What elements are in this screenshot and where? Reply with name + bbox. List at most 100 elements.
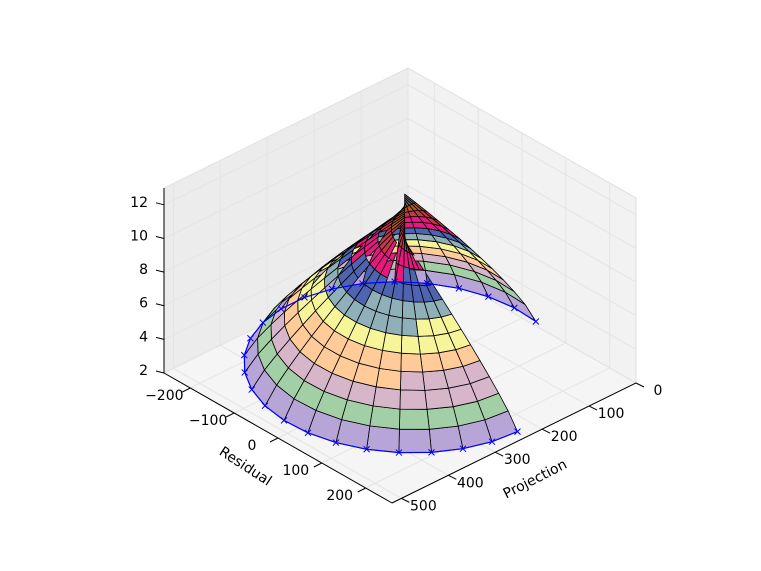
y-tick-label: 0 <box>248 438 257 454</box>
x-tick-mark <box>448 474 457 480</box>
marker-stroke <box>301 294 308 301</box>
z-tick-mark <box>155 370 165 374</box>
grid-line-z <box>163 151 637 283</box>
boundary-marker <box>259 319 267 326</box>
marker-stroke <box>511 304 518 312</box>
boundary-marker <box>261 402 269 410</box>
x-tick-label: 300 <box>504 452 531 468</box>
boundary-marker <box>363 445 370 453</box>
z-tick-mark <box>155 202 165 206</box>
x-tick-label: 400 <box>457 475 484 491</box>
x-tick-label: 200 <box>551 429 578 445</box>
tick-labels: 0 100 200 300 400 500 −200 −100 0 100 200 2 4 6 8 10 12 <box>130 195 662 515</box>
boundary-marker <box>241 369 249 376</box>
marker-stroke <box>423 279 431 287</box>
boundary-marker <box>391 278 398 286</box>
y-tick-mark <box>269 437 279 443</box>
y-axis-label: Residual <box>216 444 274 490</box>
boundary-marker <box>459 445 467 453</box>
marker-stroke <box>391 278 398 286</box>
surface-facet <box>398 428 432 454</box>
y-tick-mark <box>313 462 323 468</box>
boundary-marker <box>423 279 431 287</box>
surface-facet <box>400 334 421 355</box>
marker-stroke <box>240 351 248 359</box>
boundary-marker <box>247 334 254 342</box>
marker-stroke <box>532 318 540 325</box>
surface-facet <box>424 387 454 410</box>
surface-facet <box>369 405 401 430</box>
grid-line-z <box>163 185 637 317</box>
surface-facet <box>378 349 402 372</box>
surface-facet <box>399 370 426 391</box>
boundary-marker <box>532 318 540 325</box>
z-tick-mark <box>155 235 165 239</box>
x-tick-mark <box>495 451 504 457</box>
marker-stroke <box>455 284 463 292</box>
y-tick-mark <box>357 487 366 493</box>
x-tick-mark <box>401 497 410 503</box>
boundary-curve <box>240 278 540 456</box>
surface-facet <box>426 406 459 430</box>
marker-stroke <box>363 445 370 453</box>
grid-line-z <box>163 84 637 216</box>
marker-stroke <box>488 438 496 446</box>
marker-stroke <box>359 280 366 287</box>
marker-stroke <box>459 445 467 453</box>
y-tick-mark <box>182 387 191 393</box>
surface-facet <box>400 352 424 373</box>
z-tick-label: 4 <box>139 329 148 345</box>
boundary-marker <box>277 305 285 313</box>
marker-stroke <box>514 428 521 435</box>
boundary-marker <box>332 439 340 446</box>
boundary-marker <box>514 428 521 435</box>
marker-stroke <box>395 449 403 456</box>
boundary-marker <box>455 284 463 292</box>
surface-facet <box>399 389 428 410</box>
marker-stroke <box>484 293 492 301</box>
x-tick-mark <box>635 382 645 388</box>
marker-stroke <box>428 449 435 456</box>
marker-stroke <box>241 369 249 376</box>
x-tick-mark <box>541 428 551 434</box>
surface-facet <box>372 386 401 410</box>
marker-stroke <box>304 429 312 437</box>
marker-stroke <box>280 417 288 424</box>
boundary-marker <box>395 449 403 456</box>
boundary-marker <box>328 285 336 293</box>
y-tick-label: 200 <box>326 488 353 504</box>
marker-stroke <box>277 305 285 313</box>
marker-stroke <box>248 386 256 393</box>
z-tick-label: 12 <box>130 195 148 211</box>
boundary-marker <box>484 293 492 301</box>
marker-stroke <box>247 334 254 342</box>
z-tick-mark <box>155 269 165 273</box>
z-tick-label: 8 <box>139 262 148 278</box>
surface-facet <box>375 367 402 391</box>
boundary-marker <box>301 294 308 301</box>
boundary-marker <box>248 386 256 393</box>
z-tick-mark <box>155 303 165 307</box>
marker-stroke <box>259 319 267 326</box>
y-tick-mark <box>225 412 235 418</box>
surface-facet <box>428 425 464 453</box>
z-tick-label: 10 <box>130 228 148 244</box>
marker-stroke <box>328 285 336 293</box>
z-tick-label: 6 <box>139 296 148 312</box>
grid-line-z <box>163 117 637 249</box>
boundary-marker <box>511 304 518 312</box>
x-tick-label: 500 <box>410 498 437 514</box>
boundary-marker <box>304 429 312 437</box>
y-tick-label: −200 <box>145 388 183 404</box>
z-tick-label: 2 <box>139 363 148 379</box>
x-axis-line <box>391 382 637 504</box>
surface-facet <box>398 408 430 430</box>
marker-stroke <box>332 439 340 446</box>
surface-facet <box>401 317 419 337</box>
z-tick-mark <box>155 336 165 340</box>
boundary-marker <box>280 417 288 424</box>
boundary-marker <box>488 438 496 446</box>
surface-facet <box>366 425 400 454</box>
